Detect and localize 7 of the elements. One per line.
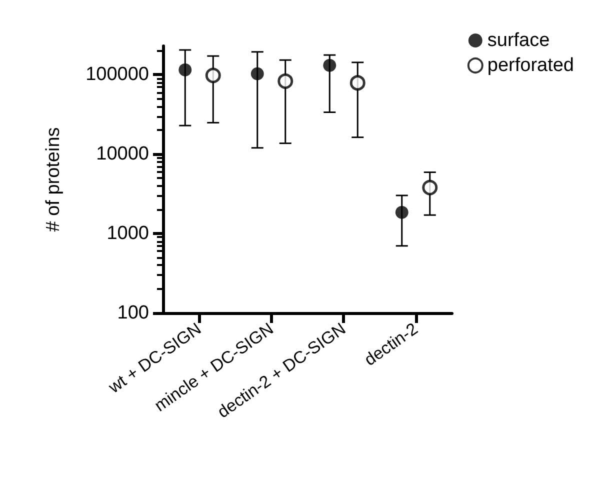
y-tick-label: 100000 (86, 64, 149, 86)
legend-label: surface (487, 30, 550, 51)
legend-label: perforated (487, 55, 574, 76)
y-axis-title: # of proteins (43, 127, 64, 232)
y-tick-label: 1000 (106, 223, 149, 244)
y-tick-label: 100 (117, 302, 149, 324)
y-tick-label: 10000 (96, 144, 149, 165)
